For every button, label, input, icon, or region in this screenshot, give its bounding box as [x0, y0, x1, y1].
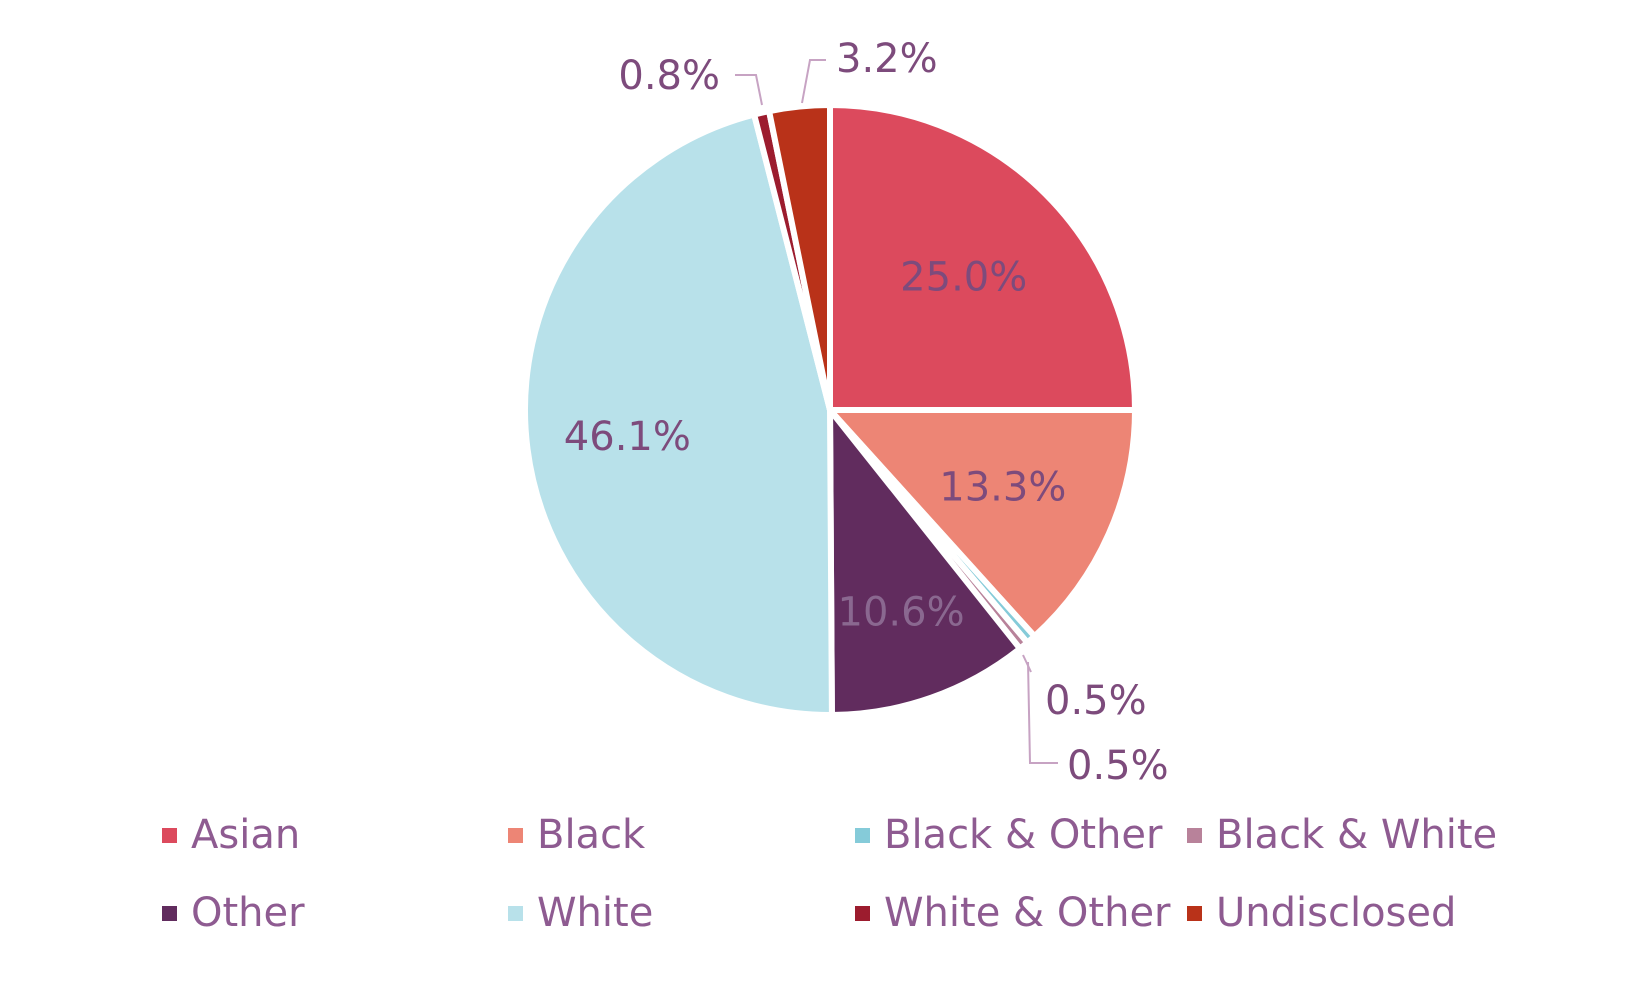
data-label-other: 10.6%: [838, 589, 965, 635]
legend-label: Other: [191, 890, 305, 936]
legend-item-white: White: [508, 888, 653, 938]
legend-swatch: [162, 827, 177, 843]
leader-line-black-and-other: [1022, 654, 1032, 673]
legend-label: Undisclosed: [1216, 890, 1457, 936]
data-label-black-and-white: 0.5%: [1067, 743, 1169, 789]
pie-slice-undisclosed: [766, 102, 833, 413]
pie-slice-black: [827, 407, 1138, 640]
legend-item-asian: Asian: [162, 810, 300, 860]
legend-swatch: [508, 827, 523, 843]
legend-swatch: [855, 827, 870, 843]
pie-slice-other: [827, 407, 1023, 718]
legend-swatch: [1187, 827, 1202, 843]
legend-item-undisclosed: Undisclosed: [1187, 888, 1456, 938]
pie-slices: [522, 102, 1138, 718]
data-label-asian: 25.0%: [900, 254, 1027, 300]
legend-swatch: [162, 905, 177, 921]
data-label-black: 13.3%: [939, 465, 1066, 511]
leader-line-white-and-other: [735, 74, 763, 106]
data-labels: 25.0% 13.3% 0.5% 0.5% 10.6% 46.1% 0.8% 3.2%: [564, 36, 1169, 789]
legend-item-white-and-other: White & Other: [855, 888, 1171, 938]
legend-label: White: [537, 890, 654, 936]
legend-label: Black & Other: [884, 812, 1163, 858]
pie-slice-white: [522, 111, 835, 718]
legend-label: White & Other: [884, 890, 1171, 936]
legend-swatch: [855, 905, 870, 921]
data-label-white: 46.1%: [564, 414, 691, 460]
legend-item-other: Other: [162, 888, 305, 938]
legend-label: Black & White: [1216, 812, 1498, 858]
data-label-white-and-other: 0.8%: [618, 53, 720, 99]
pie-slice-asian: [827, 102, 1138, 413]
leader-line-black-and-white: [1027, 661, 1058, 764]
legend-label: Black: [537, 812, 646, 858]
legend-item-black: Black: [508, 810, 645, 860]
legend-item-black-and-white: Black & White: [1187, 810, 1497, 860]
legend-swatch: [508, 905, 523, 921]
leader-line-undisclosed: [801, 59, 826, 104]
legend-label: Asian: [191, 812, 301, 858]
leader-lines: [735, 59, 1058, 764]
data-label-black-and-other: 0.5%: [1045, 678, 1147, 724]
legend-swatch: [1187, 905, 1202, 921]
data-label-undisclosed: 3.2%: [836, 36, 938, 82]
legend-item-black-and-other: Black & Other: [855, 810, 1162, 860]
